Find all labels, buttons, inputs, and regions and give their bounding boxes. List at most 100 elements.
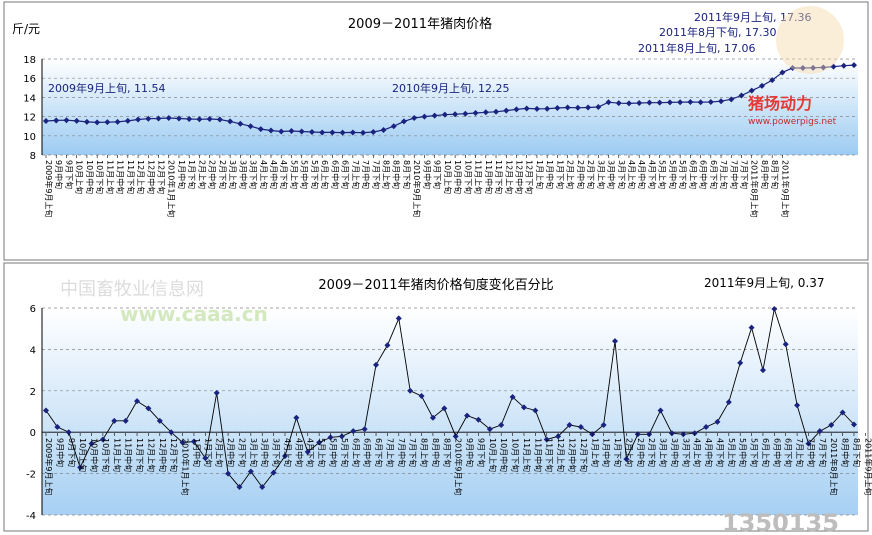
x-tick-label-0-34: 8月中旬 <box>392 160 402 189</box>
data-point-1-14 <box>202 455 209 462</box>
data-point-0-12 <box>165 115 172 122</box>
x-tick-label-0-62: 5月下旬 <box>678 160 688 189</box>
x-tick-label-0-32: 7月下旬 <box>371 160 381 189</box>
x-tick-label-1-69: 2011年8月上旬 <box>829 438 839 495</box>
x-tick-label-1-46: 12月中旬 <box>567 438 577 472</box>
x-tick-label-1-52: 2月中旬 <box>636 438 646 467</box>
data-point-1-37 <box>464 412 471 419</box>
x-tick-label-0-24: 5月上旬 <box>289 160 299 189</box>
data-point-0-39 <box>441 111 448 118</box>
data-point-1-63 <box>759 367 766 374</box>
data-point-0-45 <box>503 107 510 114</box>
data-point-1-10 <box>156 417 163 424</box>
data-point-1-4 <box>88 440 95 447</box>
data-point-1-1 <box>54 424 61 431</box>
x-tick-label-1-47: 12月下旬 <box>579 438 589 472</box>
x-tick-label-0-71: 8月下旬 <box>770 160 780 189</box>
data-point-1-54 <box>657 407 664 414</box>
y-tick-label-1-4: 4 <box>30 345 36 356</box>
x-tick-label-0-66: 7月上旬 <box>719 160 729 189</box>
data-point-1-27 <box>350 428 357 435</box>
x-tick-label-1-6: 11月上旬 <box>112 438 122 472</box>
x-tick-label-1-18: 3月上旬 <box>249 438 259 467</box>
x-tick-label-0-60: 5月上旬 <box>658 160 668 189</box>
x-tick-label-0-56: 3月下旬 <box>617 160 627 189</box>
x-tick-label-1-44: 11月下旬 <box>545 438 555 472</box>
x-tick-label-1-58: 4月中旬 <box>704 438 714 467</box>
data-point-0-1 <box>53 117 60 124</box>
y-tick-label-0-0: 8 <box>30 151 36 162</box>
x-tick-label-0-0: 2009年9月上旬 <box>44 160 54 217</box>
data-point-0-74 <box>799 65 806 72</box>
data-point-0-11 <box>155 115 162 122</box>
data-point-0-14 <box>186 116 193 122</box>
data-point-0-16 <box>206 116 213 122</box>
data-point-0-36 <box>411 115 418 122</box>
y-tick-label-1-1: -2 <box>26 470 36 481</box>
y-tick-label-1-2: 0 <box>30 428 36 439</box>
y-tick-label-0-5: 18 <box>23 55 36 66</box>
x-tick-label-1-27: 6月上旬 <box>351 438 361 467</box>
data-point-0-17 <box>216 116 223 123</box>
x-tick-label-0-23: 4月下旬 <box>279 160 289 189</box>
data-point-0-5 <box>94 119 101 126</box>
x-tick-label-0-44: 11月下旬 <box>494 160 504 194</box>
x-tick-label-1-71: 8月下旬 <box>852 438 862 467</box>
data-point-0-54 <box>595 104 602 110</box>
x-tick-label-1-22: 4月中旬 <box>294 438 304 467</box>
x-tick-label-1-29: 6月下旬 <box>374 438 384 467</box>
data-point-1-30 <box>384 342 391 349</box>
x-tick-label-1-61: 5月中旬 <box>738 438 748 467</box>
bottom-plot-area <box>42 308 858 515</box>
data-point-0-56 <box>615 100 622 107</box>
data-point-1-32 <box>407 387 414 394</box>
data-point-1-21 <box>281 453 288 460</box>
x-tick-label-1-10: 12月中旬 <box>158 438 168 472</box>
x-tick-label-0-61: 5月中旬 <box>668 160 678 189</box>
data-point-1-7 <box>122 417 129 424</box>
data-point-1-46 <box>566 421 573 428</box>
data-point-0-37 <box>421 113 428 120</box>
x-tick-label-0-46: 12月中旬 <box>514 160 524 194</box>
data-point-1-12 <box>179 439 186 446</box>
watermark-url: www.caaa.cn <box>120 302 268 326</box>
data-point-0-64 <box>697 99 704 106</box>
data-point-0-15 <box>196 116 203 123</box>
x-tick-label-1-41: 10月下旬 <box>511 438 521 472</box>
x-tick-label-1-23: 4月下旬 <box>306 438 316 467</box>
x-tick-label-0-9: 12月上旬 <box>136 160 146 194</box>
data-point-0-53 <box>585 104 592 111</box>
x-tick-label-0-70: 8月中旬 <box>760 160 770 189</box>
data-point-1-3 <box>77 464 84 471</box>
y-tick-label-0-4: 16 <box>23 74 36 85</box>
x-tick-label-1-34: 8月中旬 <box>431 438 441 467</box>
data-point-1-44 <box>543 436 550 443</box>
annotation-2009-sep: 2009年9月上旬, 11.54 <box>48 81 165 95</box>
data-point-1-28 <box>361 426 368 433</box>
data-point-1-45 <box>555 433 562 440</box>
data-point-1-38 <box>475 416 482 423</box>
data-point-0-26 <box>308 128 315 135</box>
x-tick-label-1-38: 9月下旬 <box>476 438 486 467</box>
x-tick-label-1-24: 5月上旬 <box>317 438 327 467</box>
x-tick-label-0-30: 7月上旬 <box>351 160 361 189</box>
x-tick-label-1-1: 9月中旬 <box>55 438 65 467</box>
bottom-watermark: 1350135 <box>722 509 839 535</box>
x-tick-label-1-39: 10月上旬 <box>488 438 498 472</box>
x-tick-label-0-21: 4月上旬 <box>259 160 269 189</box>
data-point-0-75 <box>810 64 817 71</box>
x-tick-label-0-72: 2011年9月上旬 <box>780 160 790 217</box>
x-tick-label-1-20: 3月下旬 <box>272 438 282 467</box>
data-point-0-8 <box>124 117 131 124</box>
logo-url: www.powerpigs.net <box>748 117 837 127</box>
x-tick-label-0-26: 5月下旬 <box>310 160 320 189</box>
data-point-0-52 <box>574 104 581 111</box>
data-point-1-67 <box>805 440 812 447</box>
y-tick-label-1-5: 6 <box>30 304 36 315</box>
data-point-1-20 <box>270 469 277 476</box>
data-point-1-68 <box>816 428 823 435</box>
data-point-0-32 <box>370 128 377 135</box>
